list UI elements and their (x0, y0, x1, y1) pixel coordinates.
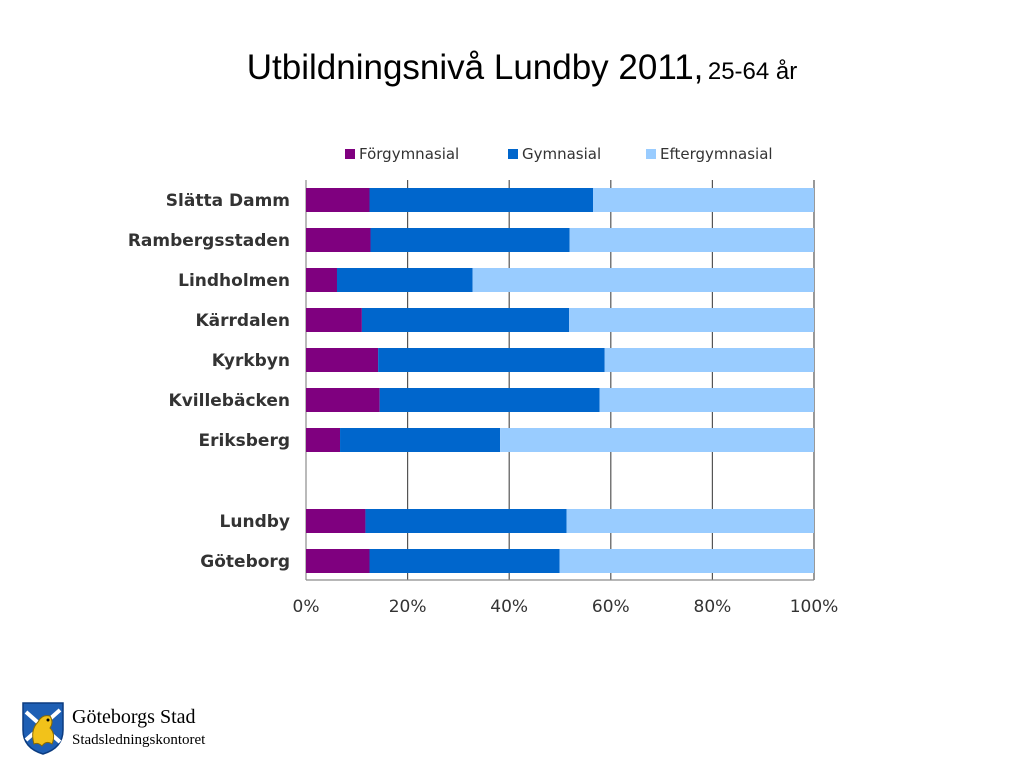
legend: Förgymnasial Gymnasial Eftergymnasial (345, 145, 773, 163)
legend-label: Gymnasial (522, 145, 601, 163)
tick-label: 20% (389, 597, 427, 617)
category-label: Rambergsstaden (128, 231, 290, 251)
bar-segment (604, 348, 814, 372)
category-label: Göteborg (200, 552, 290, 572)
bar-segment (370, 228, 570, 252)
legend-swatch (345, 149, 355, 159)
bar-segment (306, 308, 362, 332)
bar-segment (365, 509, 567, 533)
tick-label: 100% (790, 597, 839, 617)
bar-segment (369, 188, 594, 212)
bar-segment (559, 549, 814, 573)
stacked-bar-chart: Förgymnasial Gymnasial Eftergymnasial Slät… (128, 145, 839, 617)
bar-segment (306, 388, 380, 412)
category-label: Eriksberg (199, 431, 291, 451)
bars (306, 188, 814, 573)
chart-title-main: Utbildningsnivå Lundby 2011, (246, 48, 704, 87)
category-label: Lindholmen (178, 271, 290, 291)
bar-segment (306, 188, 370, 212)
bar-segment (379, 388, 600, 412)
org-name: Göteborgs Stad (72, 706, 196, 728)
bar-segment (599, 388, 814, 412)
bar-segment (340, 428, 501, 452)
category-labels: Slätta Damm Rambergsstaden Lindholmen Kärrd… (128, 191, 290, 572)
category-label: Lundby (220, 512, 290, 532)
bar-segment (306, 348, 379, 372)
category-label: Kärrdalen (195, 311, 290, 331)
bar-segment (306, 509, 366, 533)
category-label: Slätta Damm (166, 191, 290, 211)
bar-segment (569, 308, 814, 332)
bar-segment (593, 188, 814, 212)
category-label: Kvillebäcken (169, 391, 290, 411)
bar-segment (472, 268, 814, 292)
bar-segment (569, 228, 814, 252)
bar-segment (306, 549, 370, 573)
bar-segment (361, 308, 570, 332)
tick-label: 40% (490, 597, 528, 617)
legend-label: Förgymnasial (359, 145, 459, 163)
tick-label: 80% (694, 597, 732, 617)
bar-segment (378, 348, 605, 372)
category-label: Kyrkbyn (212, 351, 290, 371)
bar-segment (566, 509, 814, 533)
legend-label: Eftergymnasial (660, 145, 773, 163)
tick-label: 60% (592, 597, 630, 617)
tick-label: 0% (293, 597, 320, 617)
logo: Göteborgs Stad Stadsledningskontoret (20, 700, 240, 760)
bar-segment (336, 268, 473, 292)
bar-segment (369, 549, 560, 573)
bar-segment (500, 428, 814, 452)
chart-title: Utbildningsnivå Lundby 2011, 25-64 år (0, 48, 1024, 88)
legend-swatch (646, 149, 656, 159)
bar-segment (306, 428, 341, 452)
legend-swatch (508, 149, 518, 159)
dept-name: Stadsledningskontoret (72, 732, 206, 748)
bar-segment (306, 268, 337, 292)
x-axis-ticks: 0% 20% 40% 60% 80% 100% (293, 597, 839, 617)
chart-title-sub: 25-64 år (707, 58, 798, 85)
bar-segment (306, 228, 371, 252)
lion-crest-icon (22, 702, 64, 755)
